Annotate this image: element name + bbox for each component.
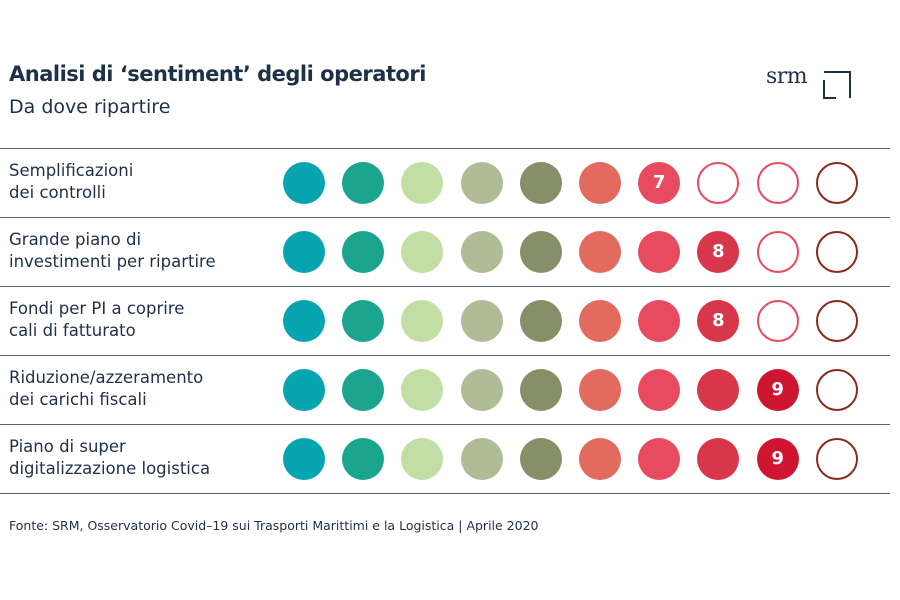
- score-dot-filled: [342, 230, 385, 273]
- score-dot-empty: [815, 161, 858, 204]
- score-dot-filled: [460, 299, 503, 342]
- score-dot-filled: [579, 161, 621, 204]
- score-dot-filled: [460, 437, 503, 480]
- score-dot-filled: [638, 437, 681, 480]
- score-dot-filled: [697, 368, 740, 411]
- score-dot-value: 8: [697, 230, 740, 273]
- score-dot-filled: [519, 230, 562, 273]
- score-dot-filled: [401, 437, 444, 480]
- score-dot-value: 8: [697, 299, 740, 342]
- score-dot-filled: [519, 437, 562, 480]
- row-label: Piano di super digitalizzazione logistic…: [9, 437, 211, 478]
- score-dot-filled: [401, 368, 444, 411]
- score-dot-filled: [579, 299, 621, 342]
- score-dot-filled: [283, 299, 325, 342]
- score-dot-empty: [815, 299, 858, 342]
- score-dot-filled: [697, 437, 740, 480]
- score-dot-filled: [460, 230, 503, 273]
- score-dot-filled: [401, 299, 444, 342]
- score-dot-filled: [283, 437, 325, 480]
- row-divider: [0, 148, 890, 149]
- row-label: Semplificazioni dei controlli: [9, 161, 134, 202]
- row-divider: [0, 493, 890, 494]
- row-divider: [0, 217, 890, 218]
- score-dot-empty: [815, 230, 858, 273]
- sentiment-table: Semplificazioni dei controlli 7 Grande pia…: [0, 148, 900, 498]
- score-dot-filled: [342, 299, 385, 342]
- srm-logo: srm: [766, 64, 856, 106]
- score-dot-filled: [579, 230, 621, 273]
- score-dot-filled: [283, 230, 325, 273]
- score-dot-empty: [756, 161, 799, 204]
- score-dot-filled: [401, 230, 444, 273]
- row-divider: [0, 286, 890, 287]
- score-dot-filled: [401, 161, 444, 204]
- score-dot-empty: [756, 230, 799, 273]
- score-dot-filled: [638, 230, 681, 273]
- row-divider: [0, 424, 890, 425]
- score-dot-filled: [519, 368, 562, 411]
- chart-title: Analisi di ‘sentiment’ degli operatori: [9, 62, 426, 86]
- score-dot-filled: [638, 368, 681, 411]
- row-label: Grande piano di investimenti per riparti…: [9, 230, 216, 271]
- score-dot-filled: [283, 161, 325, 204]
- score-dot-empty: [815, 368, 858, 411]
- score-dot-filled: [638, 299, 681, 342]
- score-dot-empty: [756, 299, 799, 342]
- logo-text: srm: [766, 64, 808, 89]
- score-dot-filled: [460, 368, 503, 411]
- score-dot-empty: [815, 437, 858, 480]
- score-dot-filled: [342, 437, 385, 480]
- score-dot-filled: [579, 368, 621, 411]
- score-dot-value: 9: [756, 368, 799, 411]
- score-dot-value: 7: [638, 161, 681, 204]
- score-dot-filled: [519, 299, 562, 342]
- score-dot-filled: [283, 368, 325, 411]
- row-label: Riduzione/azzeramento dei carichi fiscal…: [9, 368, 204, 409]
- score-dot-empty: [697, 161, 740, 204]
- source-footer: Fonte: SRM, Osservatorio Covid–19 sui Tr…: [9, 518, 539, 533]
- score-dot-filled: [342, 161, 385, 204]
- score-dot-value: 9: [756, 437, 799, 480]
- score-dot-filled: [519, 161, 562, 204]
- score-dot-filled: [342, 368, 385, 411]
- logo-bracket-icon: [823, 71, 851, 99]
- score-dot-filled: [460, 161, 503, 204]
- row-label: Fondi per PI a coprire cali di fatturato: [9, 299, 185, 340]
- score-dot-filled: [579, 437, 621, 480]
- chart-subtitle: Da dove ripartire: [9, 96, 171, 118]
- row-divider: [0, 355, 890, 356]
